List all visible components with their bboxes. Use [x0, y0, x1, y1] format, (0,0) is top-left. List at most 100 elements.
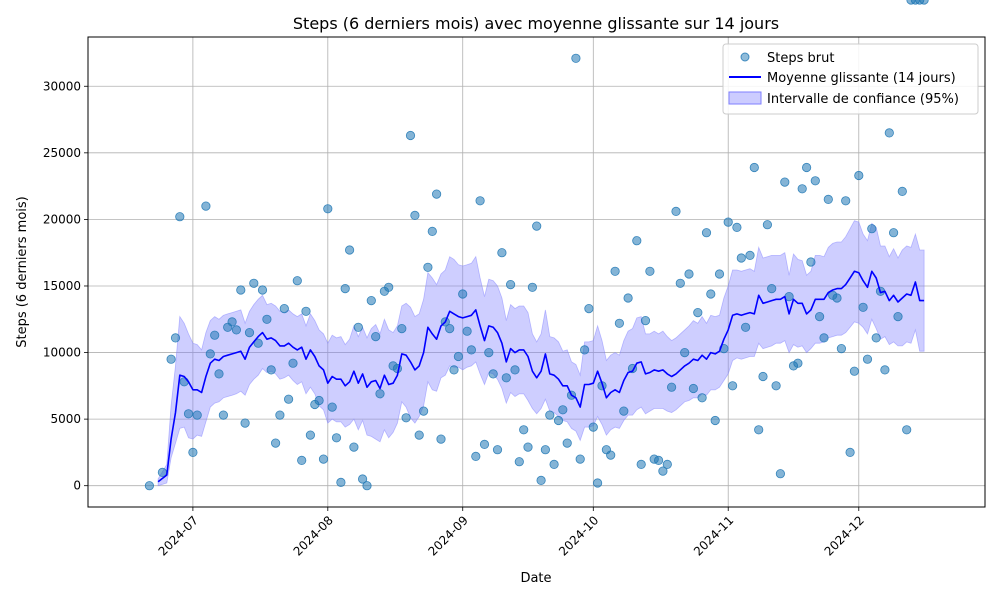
data-point: [314, 395, 324, 406]
data-point: [323, 204, 333, 214]
data-point: [754, 425, 764, 435]
data-point: [344, 245, 355, 255]
data-point: [188, 447, 198, 457]
data-point: [275, 410, 285, 420]
data-point: [305, 430, 315, 440]
data-point: [680, 347, 690, 358]
data-point: [780, 177, 790, 187]
data-point: [331, 433, 342, 443]
data-point: [888, 228, 899, 238]
data-point: [867, 224, 877, 234]
data-point: [762, 220, 773, 230]
data-point: [410, 210, 420, 220]
data-point: [453, 351, 463, 362]
data-point: [606, 450, 616, 460]
data-point: [510, 365, 520, 375]
data-point: [727, 381, 738, 391]
data-point: [292, 276, 302, 286]
data-point: [266, 365, 276, 375]
data-point: [418, 406, 429, 416]
y-axis-label: Steps (6 derniers mois): [15, 196, 30, 348]
data-point: [588, 422, 598, 432]
data-point: [505, 279, 516, 290]
data-point: [545, 410, 555, 420]
data-point: [301, 306, 311, 316]
data-point: [375, 389, 385, 399]
data-point: [445, 323, 455, 334]
data-point: [819, 333, 829, 343]
data-point: [192, 410, 202, 420]
data-point: [640, 315, 651, 326]
data-point: [218, 410, 228, 420]
data-point: [227, 317, 237, 327]
y-tick-label: 0: [73, 479, 81, 493]
data-point: [423, 262, 433, 272]
data-point: [401, 413, 411, 423]
data-point: [714, 269, 725, 279]
data-point: [636, 459, 646, 469]
data-point: [832, 293, 842, 303]
data-point: [553, 415, 564, 426]
data-point: [414, 430, 424, 440]
confidence-band-area: [157, 220, 925, 487]
data-point: [562, 438, 572, 448]
data-point: [270, 438, 281, 448]
data-point: [854, 170, 864, 181]
data-point: [575, 454, 585, 464]
data-point: [745, 250, 755, 260]
y-tick-label: 20000: [43, 212, 81, 226]
data-point: [431, 189, 442, 199]
data-point: [297, 455, 307, 465]
data-point: [327, 402, 337, 412]
data-point: [841, 196, 851, 206]
data-point: [871, 333, 881, 343]
data-point: [688, 383, 699, 394]
data-point: [462, 326, 472, 336]
data-point: [902, 425, 912, 435]
data-point: [610, 266, 620, 276]
legend-label-band: Intervalle de confiance (95%): [767, 92, 959, 107]
data-point: [175, 212, 185, 222]
data-point: [619, 406, 629, 416]
data-point: [614, 318, 625, 328]
data-point: [823, 194, 833, 204]
data-point: [458, 289, 468, 299]
data-point: [484, 347, 494, 358]
legend-label-steps: Steps brut: [767, 51, 834, 66]
data-point: [240, 418, 250, 428]
data-point: [288, 358, 298, 368]
legend-marker-steps: [740, 52, 750, 62]
data-point: [810, 176, 820, 186]
data-point: [666, 382, 677, 392]
data-point: [427, 226, 437, 236]
data-point: [501, 373, 511, 383]
data-point: [693, 307, 703, 318]
data-point: [210, 330, 220, 340]
legend-label-average: Moyenne glissante (14 jours): [767, 71, 956, 86]
legend: Steps brut Moyenne glissante (14 jours) …: [722, 43, 979, 115]
data-point: [497, 248, 507, 258]
data-point: [845, 447, 855, 457]
data-point: [653, 455, 664, 465]
data-point: [849, 366, 860, 376]
y-tick-label: 5000: [50, 412, 81, 426]
data-point: [671, 206, 681, 216]
data-point: [362, 481, 372, 491]
data-point: [732, 222, 742, 232]
data-point: [170, 333, 181, 343]
data-point: [357, 474, 368, 484]
x-axis-label: Date: [520, 571, 551, 586]
data-point: [632, 236, 642, 246]
data-point: [893, 311, 903, 322]
data-point: [471, 451, 481, 461]
data-point: [558, 405, 568, 415]
data-point: [758, 371, 768, 382]
data-point: [166, 354, 176, 364]
data-point: [658, 466, 668, 476]
chart-title: Steps (6 derniers mois) avec moyenne gli…: [293, 14, 779, 33]
data-point: [236, 285, 246, 295]
data-point: [318, 454, 329, 464]
data-point: [532, 221, 542, 231]
data-point: [397, 323, 407, 334]
data-point: [340, 283, 350, 294]
